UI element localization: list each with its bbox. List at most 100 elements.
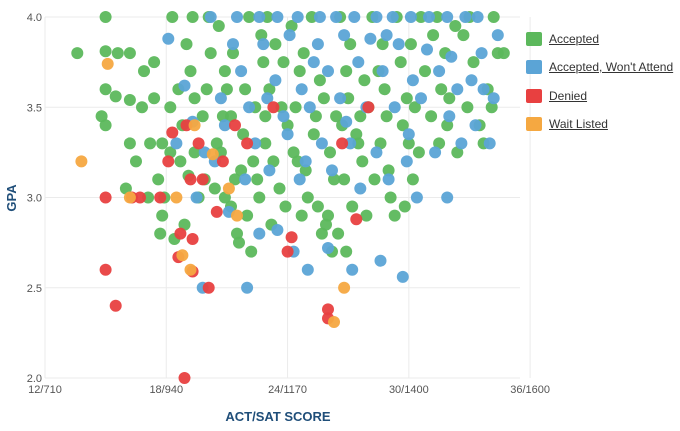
data-point-accepted-won-t-attend[interactable] xyxy=(376,65,389,78)
legend-item-accepted[interactable]: Accepted xyxy=(526,30,673,47)
data-point-accepted[interactable] xyxy=(99,83,112,96)
data-point-accepted-won-t-attend[interactable] xyxy=(443,110,456,123)
data-point-accepted[interactable] xyxy=(382,164,395,177)
data-point-accepted[interactable] xyxy=(311,200,324,213)
data-point-accepted-won-t-attend[interactable] xyxy=(178,79,191,92)
data-point-accepted[interactable] xyxy=(443,92,456,105)
data-point-accepted[interactable] xyxy=(186,11,199,23)
data-point-denied[interactable] xyxy=(99,191,112,204)
data-point-accepted[interactable] xyxy=(164,101,177,114)
data-point-accepted-won-t-attend[interactable] xyxy=(322,242,334,254)
data-point-accepted-won-t-attend[interactable] xyxy=(241,281,254,294)
data-point-accepted[interactable] xyxy=(123,47,136,60)
data-point-accepted-won-t-attend[interactable] xyxy=(271,224,284,236)
data-point-accepted-won-t-attend[interactable] xyxy=(404,11,417,23)
data-point-accepted-won-t-attend[interactable] xyxy=(253,11,266,23)
data-point-accepted[interactable] xyxy=(299,164,312,177)
data-point-accepted[interactable] xyxy=(208,182,221,195)
data-point-accepted-won-t-attend[interactable] xyxy=(315,137,328,150)
data-point-accepted[interactable] xyxy=(109,90,122,103)
data-point-accepted-won-t-attend[interactable] xyxy=(445,50,458,63)
data-point-accepted[interactable] xyxy=(497,47,510,60)
data-point-accepted-won-t-attend[interactable] xyxy=(469,119,482,132)
data-point-accepted[interactable] xyxy=(263,83,276,96)
data-point-accepted-won-t-attend[interactable] xyxy=(269,74,282,87)
data-point-denied[interactable] xyxy=(134,191,146,204)
data-point-wait-listed[interactable] xyxy=(75,155,88,168)
data-point-accepted[interactable] xyxy=(216,110,229,123)
data-point-accepted[interactable] xyxy=(384,191,397,204)
data-point-accepted[interactable] xyxy=(188,92,201,105)
data-point-accepted-won-t-attend[interactable] xyxy=(218,119,231,132)
legend-item-wait-listed[interactable]: Wait Listed xyxy=(526,116,673,133)
data-point-accepted[interactable] xyxy=(174,155,187,168)
data-point-denied[interactable] xyxy=(109,299,122,312)
data-point-accepted[interactable] xyxy=(166,11,179,23)
data-point-accepted[interactable] xyxy=(400,92,413,105)
data-point-accepted[interactable] xyxy=(356,155,369,168)
data-point-denied[interactable] xyxy=(186,233,199,245)
data-point-accepted[interactable] xyxy=(287,146,300,159)
data-point-accepted[interactable] xyxy=(467,56,480,69)
data-point-accepted-won-t-attend[interactable] xyxy=(348,11,361,23)
data-point-accepted-won-t-attend[interactable] xyxy=(380,29,393,42)
data-point-accepted-won-t-attend[interactable] xyxy=(396,270,409,283)
data-point-accepted-won-t-attend[interactable] xyxy=(301,263,314,276)
data-point-accepted-won-t-attend[interactable] xyxy=(291,11,304,23)
data-point-accepted[interactable] xyxy=(461,101,474,114)
data-point-accepted-won-t-attend[interactable] xyxy=(400,155,413,168)
data-point-accepted-won-t-attend[interactable] xyxy=(392,38,405,51)
data-point-accepted[interactable] xyxy=(396,119,409,132)
data-point-accepted[interactable] xyxy=(237,128,250,141)
data-point-denied[interactable] xyxy=(267,101,280,114)
data-point-accepted-won-t-attend[interactable] xyxy=(239,173,252,186)
data-point-accepted[interactable] xyxy=(457,29,470,42)
data-point-accepted[interactable] xyxy=(227,47,239,60)
data-point-accepted[interactable] xyxy=(427,29,440,42)
data-point-denied[interactable] xyxy=(281,245,294,258)
data-point-accepted[interactable] xyxy=(180,38,193,51)
data-point-accepted[interactable] xyxy=(358,74,371,87)
data-point-accepted-won-t-attend[interactable] xyxy=(471,11,484,23)
data-point-accepted[interactable] xyxy=(156,209,169,222)
data-point-denied[interactable] xyxy=(154,191,167,204)
data-point-accepted[interactable] xyxy=(360,209,373,222)
data-point-accepted[interactable] xyxy=(184,65,197,78)
data-point-accepted[interactable] xyxy=(251,173,264,186)
data-point-accepted[interactable] xyxy=(99,119,112,132)
data-point-accepted[interactable] xyxy=(164,146,177,159)
data-point-accepted-won-t-attend[interactable] xyxy=(483,137,496,150)
data-point-accepted-won-t-attend[interactable] xyxy=(388,101,401,114)
data-point-accepted[interactable] xyxy=(210,137,223,150)
data-point-denied[interactable] xyxy=(362,101,375,114)
data-point-accepted[interactable] xyxy=(301,191,314,204)
data-point-wait-listed[interactable] xyxy=(188,119,201,132)
data-point-accepted[interactable] xyxy=(218,65,231,78)
data-point-accepted-won-t-attend[interactable] xyxy=(370,11,383,23)
data-point-accepted[interactable] xyxy=(235,164,248,177)
data-point-accepted[interactable] xyxy=(295,209,308,222)
data-point-denied[interactable] xyxy=(202,281,215,294)
data-point-accepted[interactable] xyxy=(148,56,161,69)
data-point-accepted-won-t-attend[interactable] xyxy=(277,110,290,123)
data-point-accepted-won-t-attend[interactable] xyxy=(374,254,387,267)
data-point-denied[interactable] xyxy=(216,155,229,168)
data-point-accepted[interactable] xyxy=(95,110,108,123)
data-point-wait-listed[interactable] xyxy=(328,316,340,328)
data-point-accepted[interactable] xyxy=(111,47,124,60)
data-point-accepted-won-t-attend[interactable] xyxy=(441,191,454,204)
data-point-accepted-won-t-attend[interactable] xyxy=(271,11,284,23)
data-point-accepted[interactable] xyxy=(441,119,454,132)
data-point-accepted[interactable] xyxy=(293,65,306,78)
data-point-accepted[interactable] xyxy=(99,11,112,23)
data-point-denied[interactable] xyxy=(178,372,191,384)
data-point-accepted[interactable] xyxy=(315,227,328,240)
data-point-accepted[interactable] xyxy=(487,11,500,23)
data-point-accepted[interactable] xyxy=(408,101,421,114)
data-point-accepted-won-t-attend[interactable] xyxy=(330,11,343,23)
data-point-accepted[interactable] xyxy=(330,110,343,123)
data-point-accepted-won-t-attend[interactable] xyxy=(415,92,427,105)
data-point-accepted-won-t-attend[interactable] xyxy=(293,173,306,186)
data-point-accepted[interactable] xyxy=(388,209,401,222)
data-point-accepted-won-t-attend[interactable] xyxy=(370,146,383,159)
